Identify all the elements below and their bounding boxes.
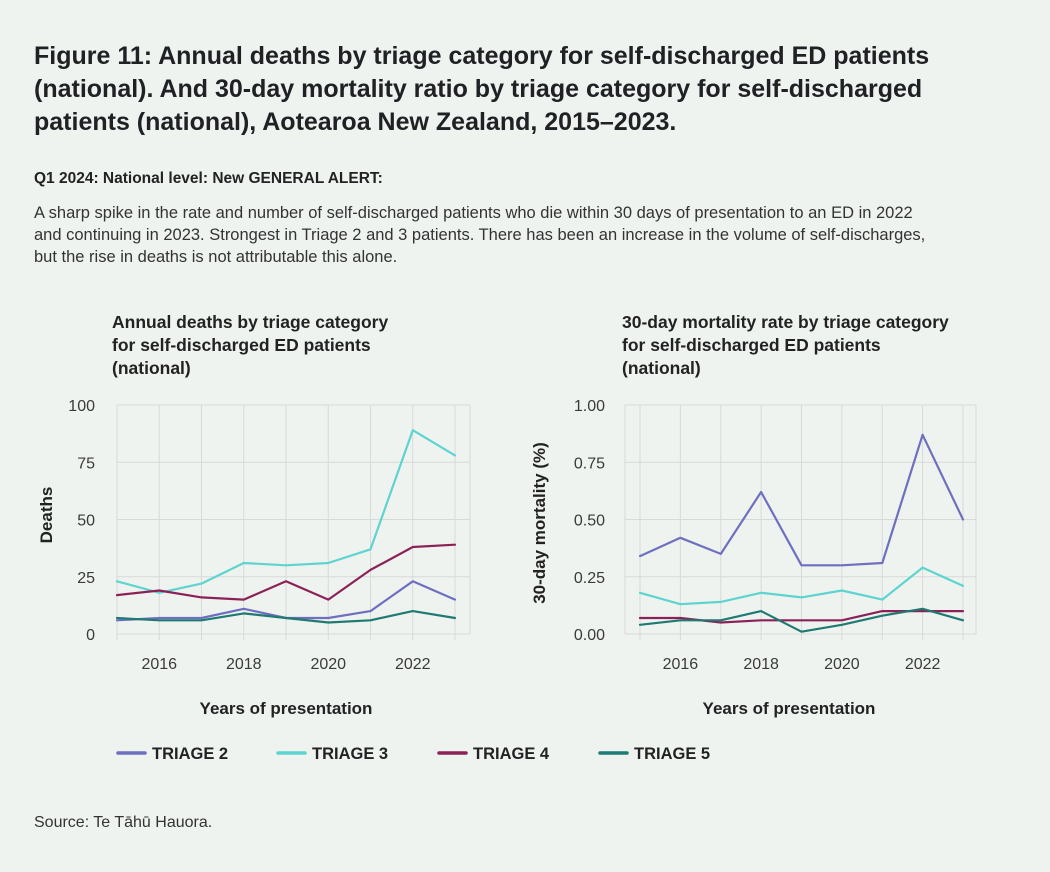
right-ytick-label: 0.00 <box>574 627 605 644</box>
legend-label-triage-3: TRIAGE 3 <box>312 745 388 763</box>
left-series-triage-4 <box>115 543 457 601</box>
right-series-triage-2 <box>638 433 965 567</box>
alert-body: A sharp spike in the rate and number of … <box>34 204 926 266</box>
left-ytick-label: 50 <box>77 513 95 530</box>
right-ytick-label: 0.75 <box>574 455 605 472</box>
left-xtick-label: 2020 <box>310 656 346 673</box>
left-ytick-label: 0 <box>86 627 95 644</box>
left-x-axis-label: Years of presentation <box>200 699 373 718</box>
right-xtick-label: 2018 <box>743 656 779 673</box>
alert-heading: Q1 2024: National level: New GENERAL ALE… <box>34 170 383 187</box>
right-chart-title: 30-day mortality rate by triage category… <box>622 312 949 378</box>
right-ytick-label: 0.50 <box>574 513 605 530</box>
figure-title: Figure 11: Annual deaths by triage categ… <box>34 42 930 136</box>
source-note: Source: Te Tāhū Hauora. <box>34 814 213 831</box>
right-xtick-label: 2020 <box>824 656 860 673</box>
right-series-triage-5 <box>638 607 965 633</box>
left-chart-title: Annual deaths by triage category for sel… <box>112 312 389 378</box>
right-series-triage-3 <box>638 566 965 606</box>
left-xtick-label: 2016 <box>141 656 177 673</box>
left-series-triage-5 <box>115 609 457 624</box>
left-ytick-label: 75 <box>77 455 95 472</box>
legend-label-triage-5: TRIAGE 5 <box>634 745 710 763</box>
legend-label-triage-4: TRIAGE 4 <box>473 745 550 763</box>
left-series-triage-3 <box>115 429 457 594</box>
charts-canvas: 0 25 50 75 100 2016 2018 2020 2022 Years of prese… <box>37 398 977 763</box>
left-y-axis-label: Deaths <box>37 487 56 544</box>
right-ytick-label: 0.25 <box>574 570 605 587</box>
left-ytick-label: 25 <box>77 570 95 587</box>
right-x-axis-label: Years of presentation <box>703 699 876 718</box>
right-xtick-label: 2022 <box>905 656 941 673</box>
left-xtick-label: 2018 <box>226 656 262 673</box>
right-xtick-label: 2016 <box>663 656 699 673</box>
right-y-axis-label: 30-day mortality (%) <box>530 442 549 604</box>
legend-label-triage-2: TRIAGE 2 <box>152 745 228 763</box>
left-ytick-label: 100 <box>68 398 95 415</box>
left-xtick-label: 2022 <box>395 656 431 673</box>
right-ytick-label: 1.00 <box>574 398 605 415</box>
